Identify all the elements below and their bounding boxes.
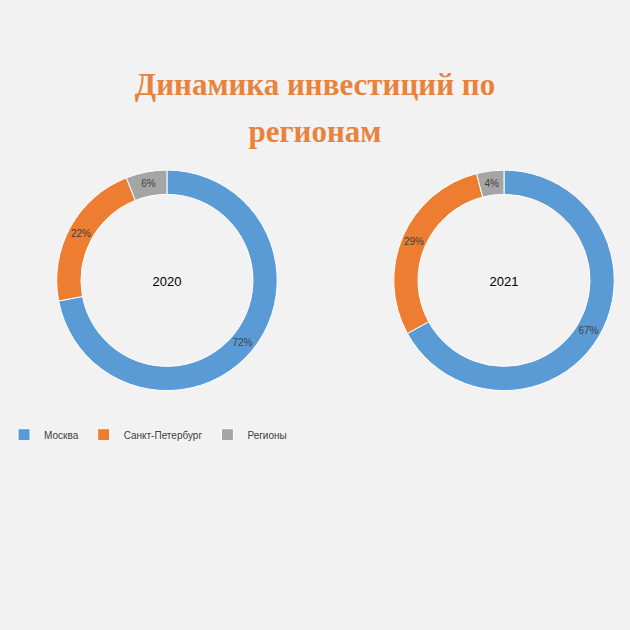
- svg-text:Регионы: Регионы: [247, 430, 286, 441]
- svg-text:2021: 2021: [490, 274, 519, 289]
- svg-text:29%: 29%: [404, 236, 424, 247]
- svg-text:6%: 6%: [141, 178, 156, 189]
- svg-text:4%: 4%: [484, 178, 499, 189]
- svg-text:72%: 72%: [232, 337, 252, 348]
- svg-text:Москва: Москва: [44, 430, 79, 441]
- svg-text:22%: 22%: [71, 228, 91, 239]
- svg-text:67%: 67%: [578, 325, 598, 336]
- html-text:Динамика инвестиций по региона: Динамика инвестиций по регионам: [134, 67, 496, 149]
- svg-text:Санкт-Петербург: Санкт-Петербург: [124, 430, 203, 441]
- svg-text:2020: 2020: [152, 274, 181, 289]
